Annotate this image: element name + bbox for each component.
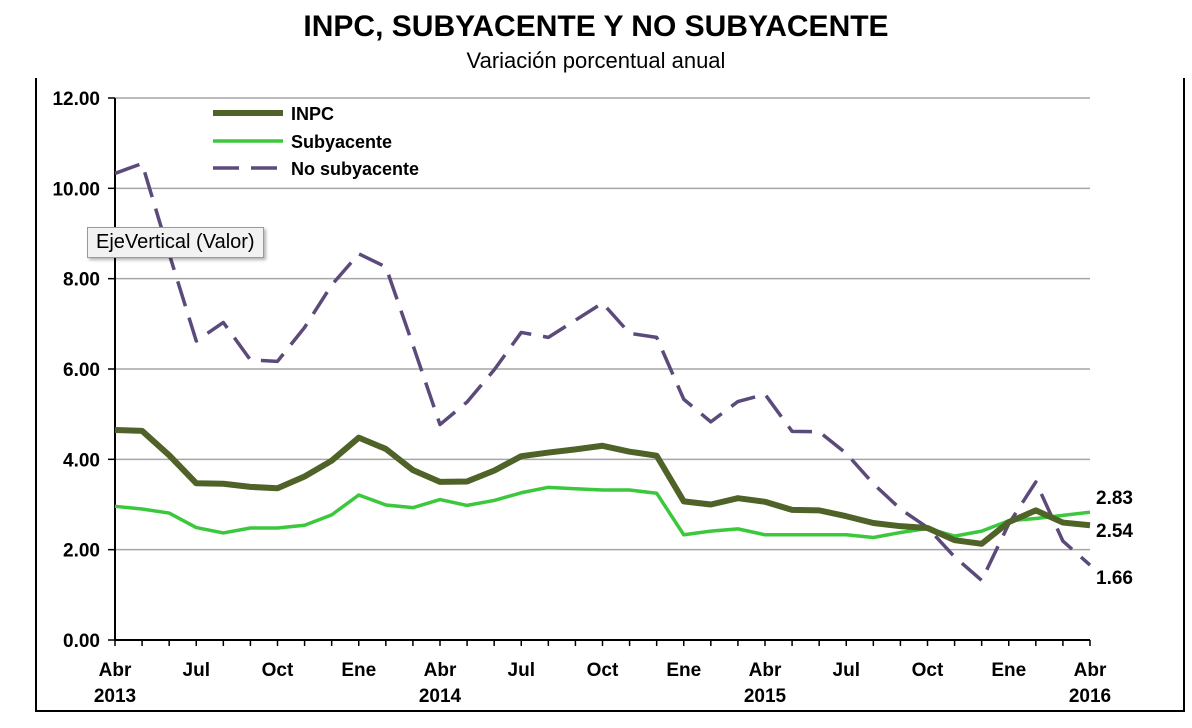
x-tick-label: Jul <box>508 660 535 681</box>
y-tick-label: 10.00 <box>52 179 100 200</box>
x-tick-label: Ene <box>991 660 1026 681</box>
frame-right-border <box>1183 78 1185 710</box>
x-tick-year-label: 2015 <box>744 686 787 707</box>
chart-title: INPC, SUBYACENTE Y NO SUBYACENTE <box>303 10 889 43</box>
x-tick-label: Jul <box>833 660 860 681</box>
y-tick-label: 4.00 <box>63 450 100 471</box>
x-tick-label: Abr <box>1074 660 1107 681</box>
legend-label: No subyacente <box>291 159 419 179</box>
legend-label: Subyacente <box>291 132 392 152</box>
data-label-end: 2.83 <box>1096 488 1133 509</box>
x-tick-year-label: 2014 <box>419 686 462 707</box>
axis-tooltip: EjeVertical (Valor) <box>87 227 264 258</box>
legend-label: INPC <box>291 104 334 124</box>
data-label-end: 1.66 <box>1096 568 1133 589</box>
x-tick-label: Ene <box>341 660 376 681</box>
y-tick-label: 0.00 <box>63 631 100 652</box>
y-tick-label: 8.00 <box>63 270 100 291</box>
x-tick-label: Oct <box>912 660 944 681</box>
x-tick-year-label: 2016 <box>1069 686 1111 707</box>
x-tick-label: Jul <box>183 660 210 681</box>
frame-bottom-border <box>35 710 1185 712</box>
x-tick-label: Ene <box>666 660 701 681</box>
series-line-no-subyacente <box>114 161 1092 583</box>
x-tick-label: Abr <box>99 660 132 681</box>
series-line-subyacente <box>114 485 1091 540</box>
x-tick-label: Oct <box>587 660 619 681</box>
chart-subtitle: Variación porcentual anual <box>466 48 726 73</box>
series-line-inpc <box>114 426 1091 547</box>
x-tick-label: Abr <box>749 660 782 681</box>
data-label-end: 2.54 <box>1096 521 1133 542</box>
x-tick-label: Abr <box>424 660 457 681</box>
y-tick-label: 12.00 <box>52 89 100 110</box>
x-tick-label: Oct <box>262 660 294 681</box>
y-tick-label: 2.00 <box>63 541 100 562</box>
y-tick-label: 6.00 <box>63 360 100 381</box>
frame-left-border <box>35 78 37 710</box>
x-tick-year-label: 2013 <box>94 686 136 707</box>
